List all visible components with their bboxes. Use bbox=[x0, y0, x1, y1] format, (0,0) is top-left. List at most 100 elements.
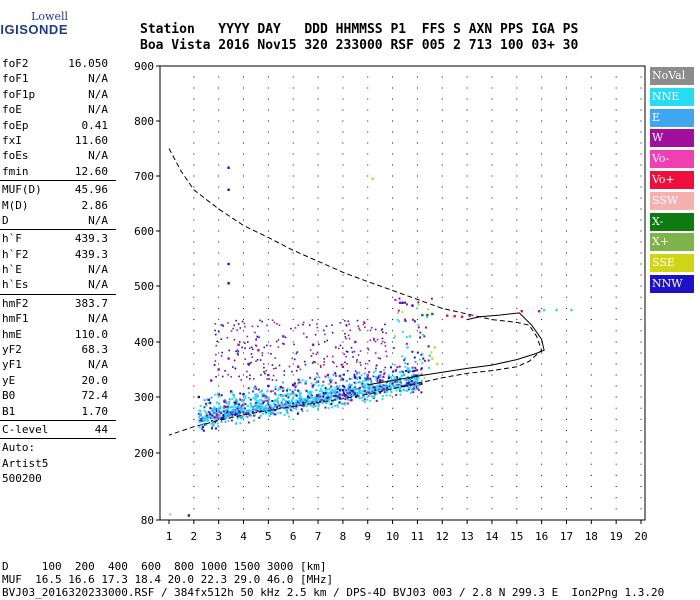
grid-dot bbox=[541, 307, 543, 309]
data-point bbox=[385, 381, 388, 384]
grid-dot bbox=[292, 76, 294, 78]
grid-dot bbox=[565, 418, 567, 420]
data-point bbox=[233, 410, 236, 413]
grid-dot bbox=[367, 65, 369, 67]
grid-dot bbox=[342, 330, 344, 332]
grid-dot bbox=[342, 175, 344, 177]
grid-dot bbox=[416, 230, 418, 232]
param-name: D bbox=[2, 213, 9, 227]
data-point bbox=[453, 315, 456, 318]
data-point bbox=[408, 387, 411, 390]
grid-dot bbox=[491, 252, 493, 254]
data-point bbox=[241, 320, 244, 323]
grid-dot bbox=[640, 76, 642, 78]
data-point bbox=[233, 359, 236, 362]
data-point bbox=[347, 384, 350, 387]
data-point bbox=[240, 405, 243, 408]
data-point bbox=[317, 384, 320, 387]
grid-dot bbox=[317, 186, 319, 188]
grid-dot bbox=[590, 385, 592, 387]
grid-dot bbox=[590, 307, 592, 309]
param-name: B1 bbox=[2, 404, 16, 418]
grid-dot bbox=[466, 508, 468, 510]
grid-dot bbox=[342, 418, 344, 420]
grid-dot bbox=[367, 208, 369, 210]
param-separator bbox=[0, 229, 116, 231]
legend: NoVal NNE E W Vo- Vo+ SSW X- X+ SSE NNW bbox=[650, 67, 694, 296]
data-point bbox=[217, 411, 220, 414]
data-point bbox=[200, 417, 203, 420]
data-point bbox=[254, 404, 257, 407]
grid-dot bbox=[267, 164, 269, 166]
data-point bbox=[385, 350, 387, 353]
grid-dot bbox=[516, 120, 518, 122]
grid-dot bbox=[590, 441, 592, 443]
data-point bbox=[339, 395, 342, 398]
grid-dot bbox=[317, 219, 319, 221]
grid-dot bbox=[640, 208, 642, 210]
data-point bbox=[277, 411, 280, 414]
grid-dot bbox=[541, 441, 543, 443]
data-point bbox=[249, 414, 252, 417]
data-point bbox=[327, 399, 330, 402]
data-point bbox=[259, 390, 262, 393]
data-point bbox=[332, 391, 335, 394]
data-point bbox=[227, 322, 229, 324]
data-point bbox=[374, 388, 377, 391]
data-point bbox=[312, 360, 315, 363]
data-point bbox=[333, 397, 336, 400]
data-point bbox=[314, 361, 317, 364]
data-point bbox=[266, 407, 269, 410]
data-point bbox=[235, 422, 238, 425]
data-point bbox=[419, 331, 422, 334]
grid-dot bbox=[317, 407, 319, 409]
data-point bbox=[227, 414, 230, 417]
data-point bbox=[335, 392, 338, 395]
grid-dot bbox=[317, 441, 319, 443]
grid-dot bbox=[243, 352, 245, 354]
param-value: 72.4 bbox=[81, 389, 109, 403]
grid-dot bbox=[441, 241, 443, 243]
data-point bbox=[287, 396, 290, 399]
data-point bbox=[240, 379, 243, 381]
data-point bbox=[262, 409, 265, 412]
data-point bbox=[332, 373, 335, 376]
data-point bbox=[381, 331, 384, 333]
data-point bbox=[220, 410, 223, 413]
data-point bbox=[314, 404, 317, 407]
grid-dot bbox=[193, 197, 195, 199]
data-point bbox=[379, 357, 382, 360]
data-point bbox=[234, 408, 237, 411]
data-point bbox=[413, 320, 416, 323]
data-point bbox=[341, 393, 344, 396]
grid-dot bbox=[392, 263, 394, 265]
data-point bbox=[355, 377, 358, 380]
grid-dot bbox=[243, 263, 245, 265]
grid-dot bbox=[441, 396, 443, 398]
data-point bbox=[248, 347, 251, 350]
data-point bbox=[410, 388, 413, 391]
data-point bbox=[286, 389, 289, 392]
param-value: N/A bbox=[88, 263, 108, 277]
data-point bbox=[234, 406, 237, 409]
grid-dot bbox=[267, 341, 269, 343]
data-point bbox=[275, 406, 278, 409]
data-point bbox=[403, 359, 406, 362]
data-point bbox=[244, 403, 247, 406]
grid-dot bbox=[640, 418, 642, 420]
data-point bbox=[379, 374, 382, 377]
grid-dot bbox=[416, 131, 418, 133]
grid-dot bbox=[491, 263, 493, 265]
data-point bbox=[365, 390, 368, 393]
param-row: MUF(D) 45.96 bbox=[0, 182, 116, 197]
grid-dot bbox=[392, 285, 394, 287]
grid-dot bbox=[317, 131, 319, 133]
data-point bbox=[253, 419, 256, 422]
data-point bbox=[201, 427, 204, 430]
data-point bbox=[205, 414, 208, 417]
data-point bbox=[302, 401, 305, 404]
data-point bbox=[256, 393, 259, 396]
param-value: 11.60 bbox=[74, 133, 108, 147]
grid-dot bbox=[491, 120, 493, 122]
grid-dot bbox=[218, 452, 220, 454]
